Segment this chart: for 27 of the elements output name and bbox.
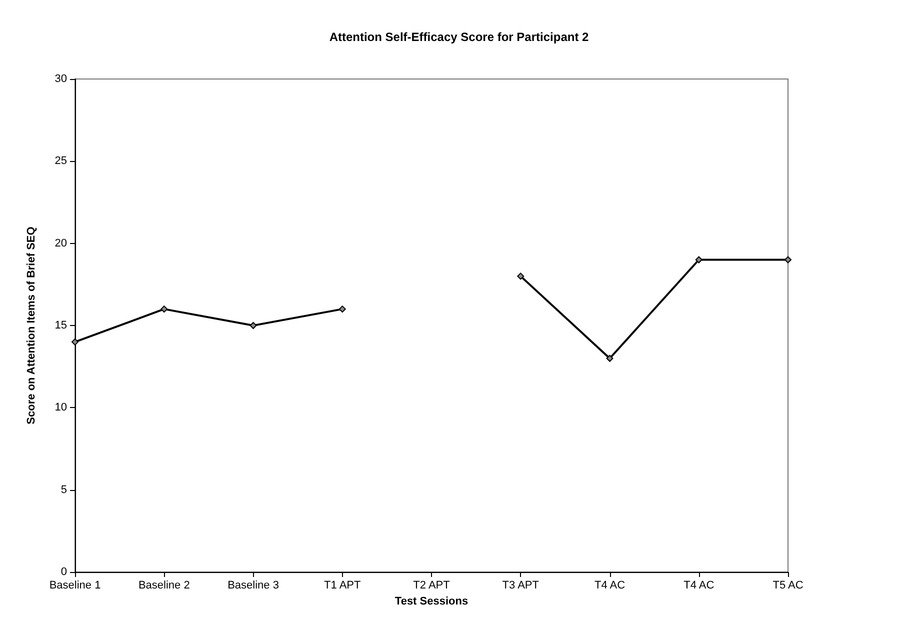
y-tick-label: 20 — [54, 237, 67, 250]
y-axis-title: Score on Attention Items of Brief SEQ — [26, 226, 38, 424]
x-axis-title: Test Sessions — [394, 596, 468, 608]
point — [250, 322, 257, 329]
x-tick-label: T2 APT — [413, 580, 450, 592]
x-tick-label: T3 APT — [502, 580, 540, 592]
x-tick-label: T1 APT — [324, 580, 361, 592]
y-tick-label: 10 — [54, 402, 67, 414]
y-tick-label: 25 — [54, 155, 67, 168]
y-tick-label: 30 — [54, 73, 67, 85]
x-tick-label: Baseline 2 — [138, 580, 190, 592]
y-tick-label: 0 — [60, 566, 67, 578]
x-tick-label: T4 AC — [684, 580, 714, 592]
point — [784, 256, 792, 264]
point — [72, 338, 78, 346]
point — [517, 272, 524, 280]
x-tick-label: Baseline 1 — [49, 580, 101, 592]
point — [606, 354, 614, 362]
x-tick-label: T5 AC — [772, 580, 804, 592]
y-tick-label: 15 — [54, 320, 67, 332]
x-tick-label: Baseline 3 — [228, 580, 279, 592]
point — [160, 306, 168, 313]
point — [338, 306, 346, 313]
chart-title: Attention Self-Efficacy Score for Participant 2 — [329, 30, 590, 44]
y-tick-label: 5 — [60, 484, 67, 496]
x-tick-label: T4 AC — [594, 580, 626, 592]
point — [695, 256, 702, 264]
